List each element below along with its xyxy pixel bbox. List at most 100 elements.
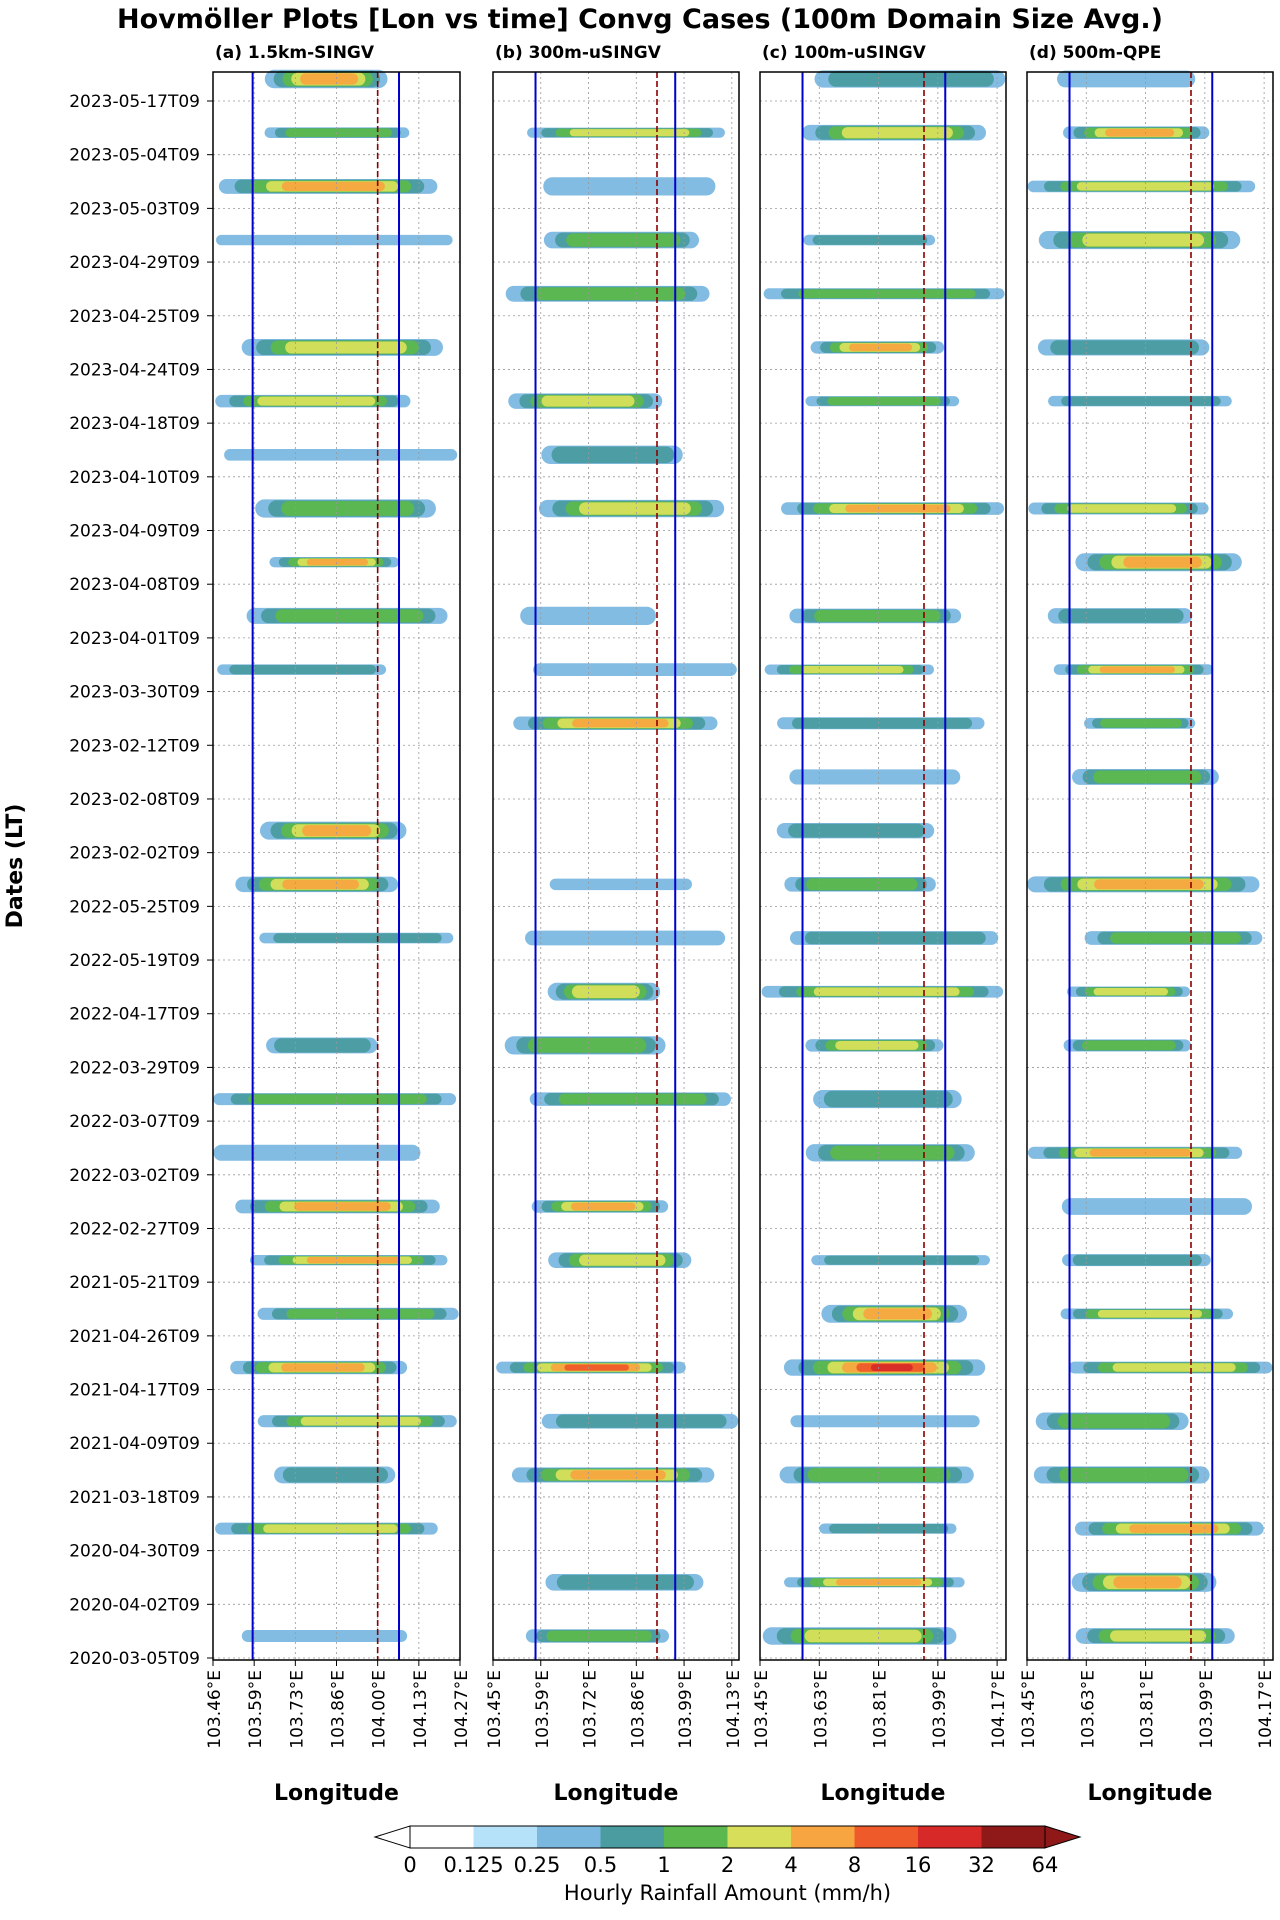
rain-band xyxy=(579,502,691,515)
rain-band xyxy=(804,1629,922,1643)
y-tick-label: 2022-05-19T09 xyxy=(69,951,200,971)
y-tick-label: 2021-05-21T09 xyxy=(69,1273,200,1293)
x-tick-label: 103.86°E xyxy=(628,1670,648,1749)
rain-band xyxy=(792,717,973,729)
x-tick-label: 103.63°E xyxy=(811,1670,831,1749)
rain-band xyxy=(813,987,960,996)
x-tick-label: 104.17°E xyxy=(989,1670,1009,1749)
rain-band xyxy=(790,1415,980,1428)
rain-band xyxy=(556,1574,694,1590)
rain-band xyxy=(1081,1040,1176,1051)
x-axis-label: Longitude xyxy=(1088,1781,1213,1806)
rain-band xyxy=(1105,128,1175,137)
rain-band xyxy=(788,823,925,838)
rain-band xyxy=(1082,233,1205,247)
rain-band xyxy=(263,1524,398,1533)
rain-band xyxy=(248,1094,427,1104)
rain-band xyxy=(1129,1524,1219,1533)
x-tick-label: 103.99°E xyxy=(930,1670,950,1749)
rain-band xyxy=(300,73,359,85)
panel-b: (b) 300m-uSINGV 103.45°E 103.59°E 103.72°E 1… xyxy=(485,43,744,1806)
x-tick-label: 103.99°E xyxy=(676,1670,696,1749)
rain-band xyxy=(830,1145,955,1160)
panel-d: (d) 500m-QPE 103.45°E 103.63°E 103.81°E 103.… xyxy=(1019,43,1276,1806)
rain-band xyxy=(241,1630,408,1642)
x-tick-label: 103.81°E xyxy=(1138,1670,1158,1749)
rain-band xyxy=(812,235,928,245)
rain-band xyxy=(823,1090,953,1108)
x-tick-label: 103.72°E xyxy=(581,1670,601,1749)
rain-band xyxy=(302,825,372,837)
rain-band xyxy=(1112,1363,1236,1372)
x-axis-label: Longitude xyxy=(274,1781,399,1806)
rain-band xyxy=(533,663,737,676)
colorbar-segment xyxy=(918,1826,982,1848)
colorbar-frame xyxy=(409,1825,1046,1849)
x-tick-label: 103.45°E xyxy=(1019,1670,1039,1749)
rain-band xyxy=(525,930,726,946)
rain-band xyxy=(798,289,976,299)
panel-title: (c) 100m-uSINGV xyxy=(762,43,927,63)
rain-band xyxy=(870,1364,913,1372)
rain-band xyxy=(841,127,953,139)
x-tick-label: 103.46°E xyxy=(205,1670,225,1749)
rain-band xyxy=(1057,1414,1171,1429)
colorbar-segment xyxy=(854,1826,919,1848)
y-axis-label: Dates (LT) xyxy=(3,804,28,929)
x-tick-label: 103.81°E xyxy=(871,1670,891,1749)
y-tick-label: 2021-04-26T09 xyxy=(69,1327,200,1347)
rain-band xyxy=(1061,1198,1253,1215)
rain-band xyxy=(286,1308,435,1319)
rain-band xyxy=(827,397,941,406)
rain-band xyxy=(814,610,941,622)
colorbar-extend-low xyxy=(373,1825,411,1849)
rain-band xyxy=(285,341,407,354)
colorbar-tick-label: 0.5 xyxy=(584,1853,617,1877)
rain-band xyxy=(1072,1254,1202,1266)
rain-band xyxy=(285,128,392,137)
y-tick-label: 2023-05-17T09 xyxy=(69,92,200,112)
colorbar-segment xyxy=(600,1826,665,1848)
rain-band xyxy=(282,1467,389,1483)
rain-band xyxy=(1061,396,1221,406)
rain-band xyxy=(835,1040,919,1050)
rain-band xyxy=(564,1364,629,1371)
rain-band xyxy=(543,177,716,196)
rain-band xyxy=(1076,182,1215,191)
x-tick-label: 103.86°E xyxy=(329,1670,349,1749)
y-tick-label: 2023-02-12T09 xyxy=(69,736,200,756)
rain-band xyxy=(789,769,961,785)
rain-band xyxy=(229,664,377,675)
colorbar-tick-label: 16 xyxy=(905,1853,932,1877)
rain-band xyxy=(274,1038,371,1053)
panel-a: (a) 1.5km-SINGV 103.46°E 103.59°E 103.73°E 1… xyxy=(205,43,472,1806)
rain-band xyxy=(1093,988,1168,996)
colorbar-tick-label: 1 xyxy=(657,1853,670,1877)
x-tick-label: 104.13°E xyxy=(724,1670,744,1749)
y-tick-label: 2020-03-05T09 xyxy=(69,1649,200,1669)
y-tick-label: 2023-04-29T09 xyxy=(69,253,200,273)
rain-band xyxy=(828,71,994,87)
panel-title: (d) 500m-QPE xyxy=(1029,43,1161,63)
y-tick-label: 2022-05-25T09 xyxy=(69,897,200,917)
rain-band xyxy=(555,1414,727,1428)
rain-band xyxy=(281,1363,365,1372)
panel-title: (a) 1.5km-SINGV xyxy=(215,43,375,63)
rain-band xyxy=(281,181,385,191)
rain-band xyxy=(1110,1630,1207,1642)
y-tick-label: 2023-04-18T09 xyxy=(69,414,200,434)
rain-band xyxy=(215,234,453,246)
rain-band xyxy=(1100,718,1182,728)
rain-band xyxy=(1059,1467,1189,1482)
y-tick-label: 2023-04-01T09 xyxy=(69,629,200,649)
colorbar-tick-label: 4 xyxy=(784,1853,797,1877)
x-tick-label: 103.99°E xyxy=(1197,1670,1217,1749)
rain-band xyxy=(520,606,656,626)
rain-band xyxy=(566,233,681,247)
y-tick-label: 2023-05-03T09 xyxy=(69,199,200,219)
x-tick-label: 103.63°E xyxy=(1078,1670,1098,1749)
rain-band xyxy=(1057,70,1196,88)
y-tick-label: 2023-04-09T09 xyxy=(69,522,200,542)
y-tick-label: 2023-03-30T09 xyxy=(69,683,200,703)
y-tick-label: 2023-05-04T09 xyxy=(69,146,200,166)
